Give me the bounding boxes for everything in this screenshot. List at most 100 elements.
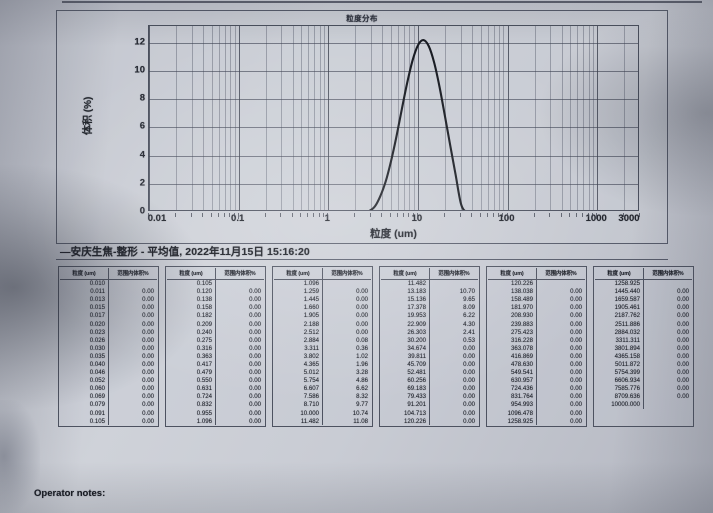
cell-size: 91.201 xyxy=(381,400,430,409)
y-axis-label-wrap: 体积 (%) xyxy=(81,71,95,191)
cell-volume: 0.00 xyxy=(356,288,368,296)
y-axis-tick-label: 4 xyxy=(139,149,145,161)
table-header-row: 粒度 (um) 范围内体积% xyxy=(488,268,585,280)
cell-size: 0.069 xyxy=(60,392,109,401)
cell-size: 8.710 xyxy=(274,400,323,409)
cell-volume: 0.00 xyxy=(570,312,582,320)
cell-size: 4365.158 xyxy=(595,352,644,361)
table-row: 0.040 0.00 xyxy=(60,360,157,369)
cell-size: 0.013 xyxy=(60,295,109,304)
x-axis-minor-tick xyxy=(370,213,372,217)
cell-volume: 0.00 xyxy=(677,352,689,360)
cell-volume: 0.00 xyxy=(570,352,582,360)
cell-volume: 0.00 xyxy=(249,336,261,344)
table-row: 416.869 0.00 xyxy=(488,352,585,361)
cell-size: 0.182 xyxy=(167,311,216,320)
table-row: 181.970 0.00 xyxy=(488,303,585,312)
cell-volume: 0.00 xyxy=(677,336,689,344)
table-row: 7585.776 0.00 xyxy=(595,384,692,393)
cell-volume: 10.74 xyxy=(352,409,368,417)
cell-volume: 0.00 xyxy=(142,360,154,368)
cell-volume: 6.62 xyxy=(356,385,368,393)
table-row: 316.228 0.00 xyxy=(488,336,585,345)
cell-size: 1659.587 xyxy=(595,295,644,304)
cell-size: 1.660 xyxy=(274,303,323,312)
table-row: 138.038 0.00 xyxy=(488,287,585,296)
cell-size: 1905.461 xyxy=(595,303,644,312)
cell-volume: 0.00 xyxy=(142,352,154,360)
cell-volume: 0.00 xyxy=(142,369,154,377)
table-header-row: 粒度 (um) 范围内体积% xyxy=(167,268,264,280)
cell-volume: 11.08 xyxy=(353,417,368,425)
cell-volume: 0.00 xyxy=(142,417,154,425)
cell-size: 0.417 xyxy=(167,360,216,369)
x-axis-minor-tick xyxy=(416,213,418,219)
cell-size: 0.035 xyxy=(60,352,109,361)
x-axis-minor-tick xyxy=(533,213,535,217)
cell-size: 0.026 xyxy=(60,336,109,345)
cell-volume: 0.00 xyxy=(570,296,582,304)
table-row: 0.955 0.00 xyxy=(167,409,264,418)
x-axis-tick-label: 0.01 xyxy=(147,213,167,224)
cell-volume: 0.00 xyxy=(142,336,154,344)
table-row: 5754.399 0.00 xyxy=(595,368,692,377)
y-axis-ticks: 0 2 4 6 8 10 12 xyxy=(115,25,145,216)
cell-size: 1.096 xyxy=(274,279,323,288)
table-row: 0.209 0.00 xyxy=(167,319,264,329)
cell-size: 13.183 xyxy=(381,287,430,296)
cell-size: 181.970 xyxy=(488,303,537,312)
cell-size: 7585.776 xyxy=(595,384,644,393)
cell-size: 1258.925 xyxy=(595,279,644,288)
x-axis-minor-tick xyxy=(264,213,266,217)
cell-size: 22.909 xyxy=(381,319,430,329)
cell-size: 0.091 xyxy=(60,409,109,418)
x-axis-minor-tick xyxy=(223,213,225,217)
table-row: 91.201 0.00 xyxy=(381,400,478,409)
x-axis-minor-tick xyxy=(506,213,508,219)
x-axis-ticks: 0.010.111010010003000 xyxy=(147,213,640,227)
cell-volume: 0.00 xyxy=(142,409,154,417)
cell-volume xyxy=(216,279,265,288)
table-row: 15.136 9.65 xyxy=(381,295,478,304)
cell-volume: 10.70 xyxy=(459,288,475,296)
table-row: 0.316 0.00 xyxy=(167,344,264,353)
cell-size: 724.436 xyxy=(488,384,537,393)
table-row: 3311.311 0.00 xyxy=(595,336,692,345)
cell-size: 138.038 xyxy=(488,287,537,296)
table-header-row: 粒度 (um) 范围内体积% xyxy=(274,268,371,280)
table-row: 0.079 0.00 xyxy=(60,400,157,409)
cell-volume: 0.00 xyxy=(570,409,582,417)
cell-size: 3.802 xyxy=(274,352,323,361)
cell-volume: 0.00 xyxy=(142,377,154,385)
table-row: 0.479 0.00 xyxy=(167,368,264,377)
cell-size: 0.015 xyxy=(60,303,109,312)
column-header-volume: 范围内体积% xyxy=(322,268,371,280)
data-table-block: 粒度 (um) 范围内体积% 0.010 0.011 0.00 0.013 0.00 0.01… xyxy=(58,266,159,428)
x-axis-minor-tick xyxy=(300,213,302,217)
cell-volume: 0.00 xyxy=(142,393,154,401)
cell-size: 34.674 xyxy=(381,344,430,353)
cell-volume: 0.53 xyxy=(463,336,475,344)
distribution-curve xyxy=(368,39,466,210)
cell-volume: 0.00 xyxy=(677,360,689,368)
table-row: 6.607 6.62 xyxy=(274,384,371,393)
table-row: 0.832 0.00 xyxy=(167,400,264,409)
x-axis-minor-tick xyxy=(592,213,594,217)
x-axis-minor-tick xyxy=(323,213,325,217)
cell-size: 478.630 xyxy=(488,360,537,369)
cell-size: 5.754 xyxy=(274,376,323,385)
cell-volume: 6.22 xyxy=(463,312,475,320)
table-row: 22.909 4.30 xyxy=(381,319,478,329)
cell-volume: 0.00 xyxy=(463,385,475,393)
cell-volume: 0.08 xyxy=(356,336,368,344)
x-axis-minor-tick xyxy=(237,213,239,219)
cell-size: 1.096 xyxy=(167,417,216,426)
cell-size: 2187.762 xyxy=(595,311,644,320)
cell-size: 239.883 xyxy=(488,319,537,329)
cell-size: 52.481 xyxy=(381,368,430,377)
table-row: 5.012 3.28 xyxy=(274,368,371,377)
table-row: 2.884 0.08 xyxy=(274,336,371,345)
x-axis-minor-tick xyxy=(587,213,589,217)
table-row: 30.200 0.53 xyxy=(381,336,478,345)
